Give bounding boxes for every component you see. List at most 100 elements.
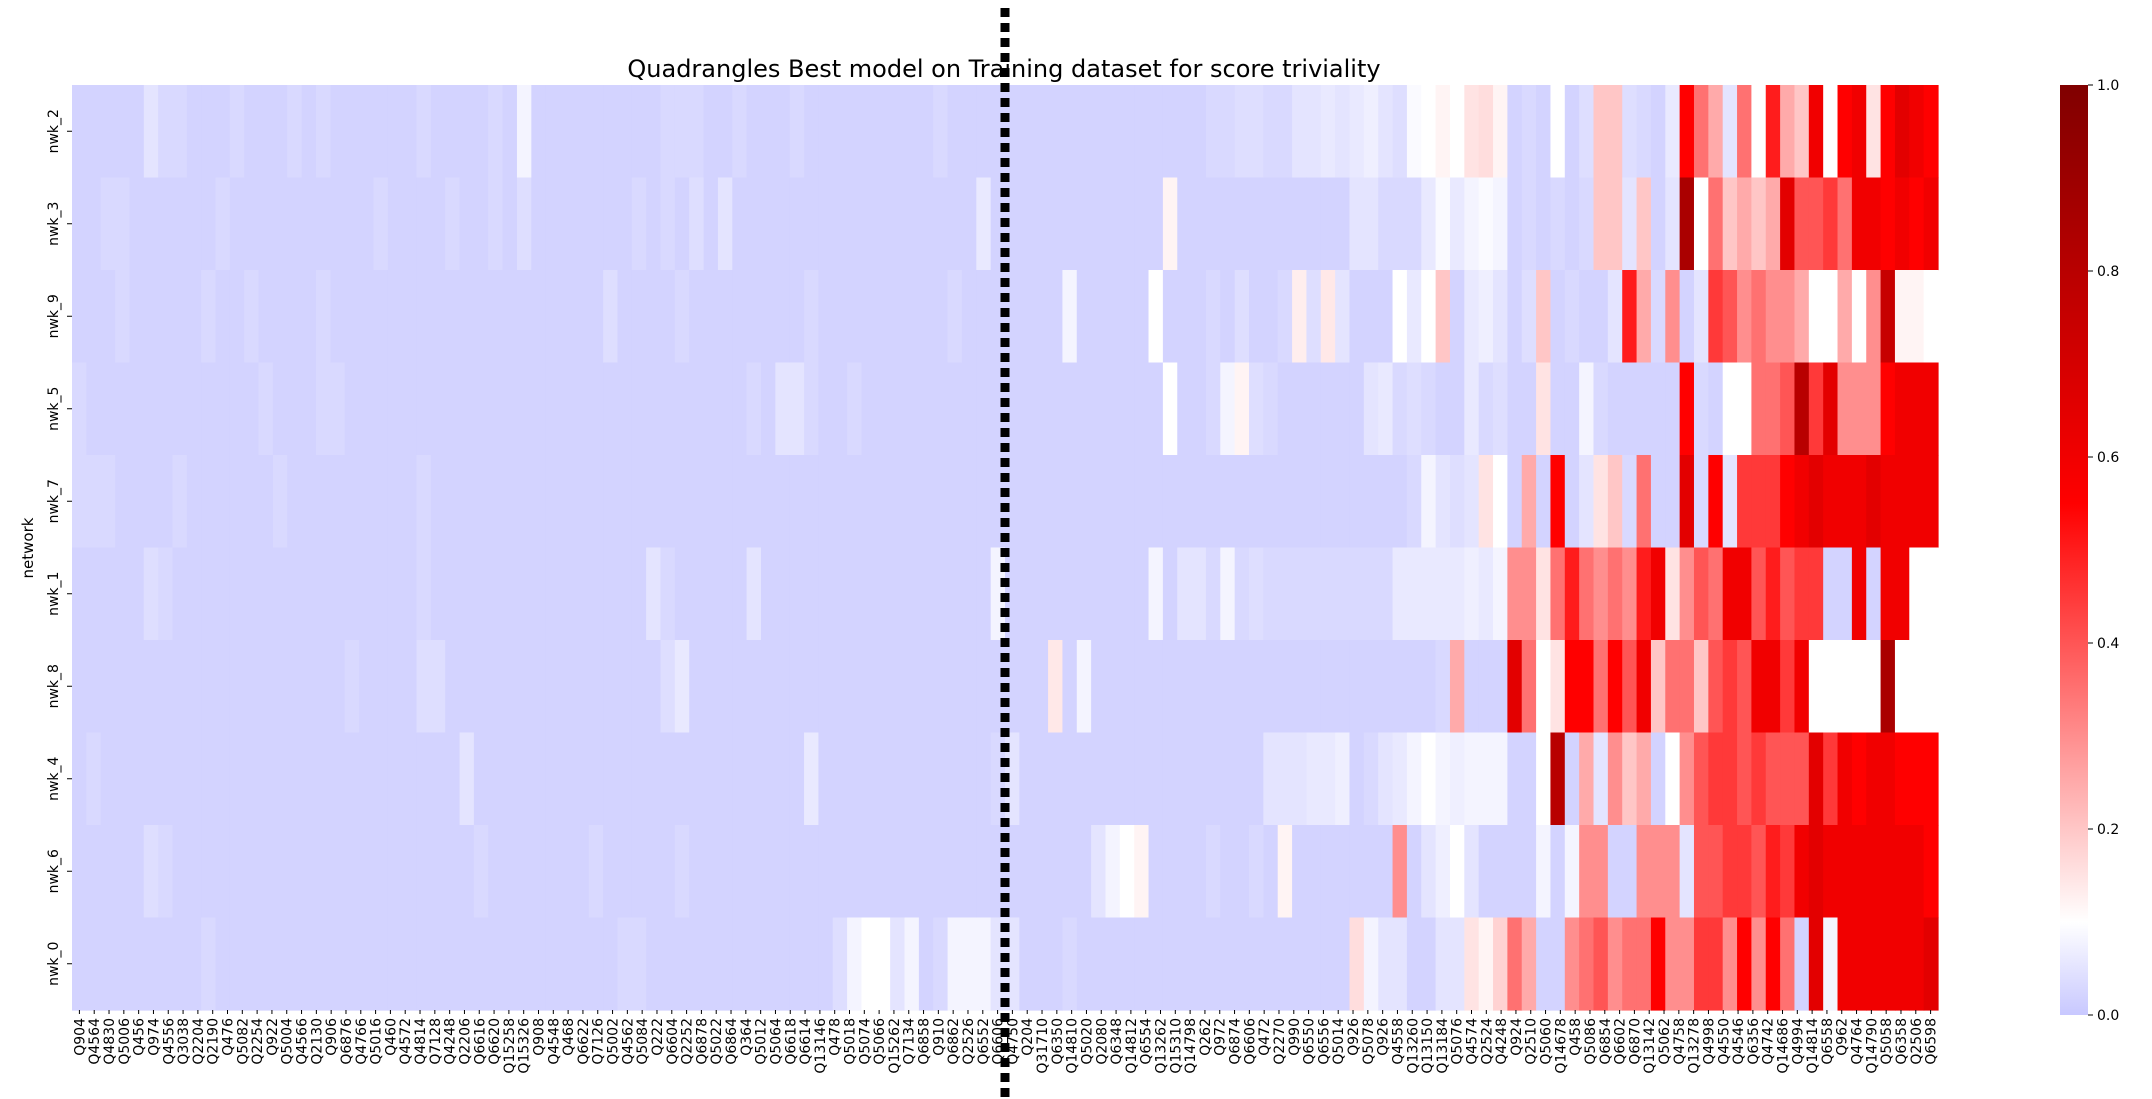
heatmap-cell bbox=[1263, 362, 1279, 456]
heatmap-cell bbox=[1421, 362, 1437, 456]
x-tick-label: Q222 bbox=[650, 1018, 666, 1056]
heatmap-cell bbox=[158, 85, 174, 179]
heatmap-cell bbox=[875, 917, 891, 1011]
heatmap-cell bbox=[588, 825, 604, 919]
heatmap-cell bbox=[1062, 455, 1078, 549]
heatmap-cell bbox=[1435, 455, 1451, 549]
heatmap-cell bbox=[574, 547, 590, 641]
heatmap-cell bbox=[1335, 362, 1351, 456]
heatmap-cell bbox=[1880, 547, 1896, 641]
heatmap-cell bbox=[1234, 85, 1250, 179]
heatmap-cell bbox=[1679, 85, 1695, 179]
heatmap-cell bbox=[1234, 917, 1250, 1011]
heatmap-cell bbox=[129, 177, 145, 271]
heatmap-cell bbox=[631, 362, 647, 456]
heatmap-cell bbox=[258, 455, 274, 549]
heatmap-cell bbox=[1564, 917, 1580, 1011]
heatmap-cell bbox=[818, 640, 834, 734]
heatmap-cell bbox=[1263, 455, 1279, 549]
heatmap-cell bbox=[1780, 362, 1796, 456]
heatmap-cell bbox=[143, 85, 159, 179]
heatmap-cell bbox=[1607, 917, 1623, 1011]
heatmap-cell bbox=[172, 732, 188, 826]
heatmap-cell bbox=[1507, 917, 1523, 1011]
heatmap-cell bbox=[1464, 455, 1480, 549]
heatmap-cell bbox=[1593, 177, 1609, 271]
heatmap-cell bbox=[1162, 917, 1178, 1011]
x-tick-label: Q962 bbox=[1835, 1018, 1851, 1056]
heatmap-cell bbox=[502, 547, 518, 641]
heatmap-cell bbox=[1234, 640, 1250, 734]
heatmap-cell bbox=[1277, 640, 1293, 734]
heatmap-cell bbox=[244, 455, 260, 549]
heatmap-cell bbox=[631, 85, 647, 179]
heatmap-cell bbox=[359, 270, 375, 364]
heatmap-cell bbox=[545, 917, 561, 1011]
heatmap-cell bbox=[847, 917, 863, 1011]
heatmap-cell bbox=[1292, 85, 1308, 179]
heatmap-cell bbox=[1521, 640, 1537, 734]
heatmap-cell bbox=[488, 455, 504, 549]
heatmap-cell bbox=[976, 917, 992, 1011]
x-tick-label: Q6350 bbox=[1050, 1018, 1066, 1065]
heatmap-cell bbox=[732, 270, 748, 364]
heatmap-cell bbox=[516, 640, 532, 734]
heatmap-cell bbox=[1464, 85, 1480, 179]
heatmap-cell bbox=[416, 85, 432, 179]
heatmap-cell bbox=[1378, 547, 1394, 641]
heatmap-cell bbox=[1019, 455, 1035, 549]
heatmap-cell bbox=[1148, 177, 1164, 271]
heatmap-cell bbox=[1880, 177, 1896, 271]
heatmap-cell bbox=[631, 177, 647, 271]
heatmap-cell bbox=[1421, 177, 1437, 271]
heatmap-cell bbox=[1823, 547, 1839, 641]
heatmap-cell bbox=[1593, 455, 1609, 549]
heatmap-cell bbox=[574, 177, 590, 271]
heatmap-cell bbox=[832, 85, 848, 179]
heatmap-cell bbox=[1880, 362, 1896, 456]
heatmap-cell bbox=[1091, 732, 1107, 826]
heatmap-cell bbox=[660, 85, 676, 179]
heatmap-cell bbox=[1780, 732, 1796, 826]
heatmap-cell bbox=[1665, 547, 1681, 641]
x-tick-label: Q5058 bbox=[1879, 1018, 1895, 1065]
heatmap-cell bbox=[933, 547, 949, 641]
heatmap-cell bbox=[1708, 270, 1724, 364]
y-tick-label: nwk_4 bbox=[46, 756, 62, 800]
x-tick-label: Q2510 bbox=[1524, 1018, 1540, 1065]
heatmap-cell bbox=[1493, 362, 1508, 456]
heatmap-cell bbox=[272, 825, 288, 919]
heatmap-cell bbox=[1765, 825, 1781, 919]
heatmap-cell bbox=[1191, 917, 1207, 1011]
heatmap-cell bbox=[1693, 917, 1709, 1011]
heatmap-cell bbox=[1349, 455, 1365, 549]
heatmap-cell bbox=[1880, 85, 1896, 179]
x-tick-label: Q460 bbox=[383, 1018, 399, 1056]
heatmap-cell bbox=[272, 640, 288, 734]
heatmap-cell bbox=[72, 362, 87, 456]
heatmap-cell bbox=[1105, 917, 1121, 1011]
heatmap-cell bbox=[1478, 85, 1494, 179]
heatmap-cell bbox=[1507, 85, 1523, 179]
heatmap-cell bbox=[1277, 547, 1293, 641]
heatmap-cell bbox=[272, 270, 288, 364]
heatmap-cell bbox=[172, 177, 188, 271]
heatmap-cell bbox=[746, 917, 762, 1011]
heatmap-cell bbox=[1119, 362, 1135, 456]
heatmap-cell bbox=[1622, 547, 1638, 641]
heatmap-cell bbox=[1665, 732, 1681, 826]
heatmap-cell bbox=[933, 455, 949, 549]
heatmap-cell bbox=[760, 455, 776, 549]
heatmap-cell bbox=[631, 732, 647, 826]
heatmap-cell bbox=[789, 455, 805, 549]
heatmap-cell bbox=[344, 270, 360, 364]
heatmap-cell bbox=[1306, 732, 1322, 826]
heatmap-cell bbox=[1062, 177, 1078, 271]
heatmap-cell bbox=[1406, 825, 1422, 919]
heatmap-cell bbox=[1449, 825, 1465, 919]
heatmap-cell bbox=[1464, 547, 1480, 641]
heatmap-cell bbox=[1507, 455, 1523, 549]
x-tick-label: Q2204 bbox=[191, 1018, 207, 1065]
heatmap-cell bbox=[100, 732, 116, 826]
heatmap-cell bbox=[316, 732, 331, 826]
